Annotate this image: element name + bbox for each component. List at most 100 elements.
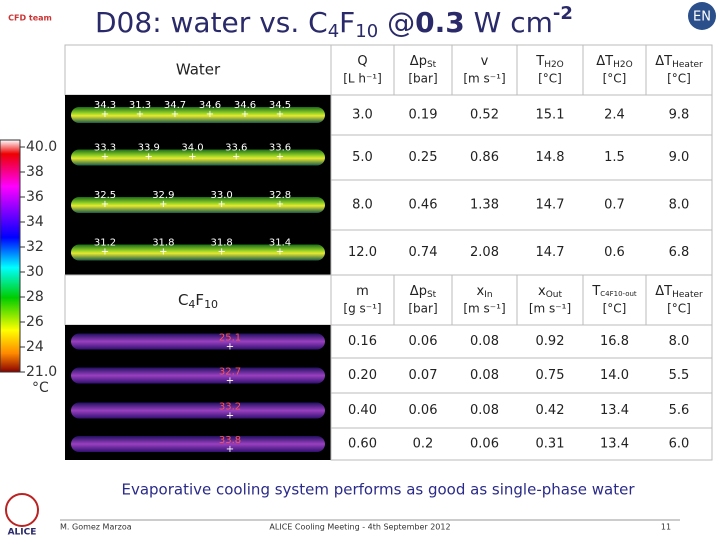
data-cell: 0.52 <box>470 108 499 123</box>
data-cell: 14.7 <box>536 198 565 213</box>
temp-cross: + <box>241 109 249 120</box>
data-cell: 9.0 <box>669 150 690 165</box>
data-cell: 0.08 <box>470 334 499 349</box>
header-symbol: x <box>476 284 484 299</box>
temp-cross: + <box>101 109 109 120</box>
temp-cross: + <box>206 109 214 120</box>
header-symbol: ΔT <box>596 54 613 69</box>
colorbar-label: 36 <box>26 189 44 205</box>
data-cell: 9.8 <box>669 108 690 123</box>
title-part: 10 <box>355 21 378 42</box>
temp-marker: 33.0 <box>211 190 233 201</box>
data-cell: 6.0 <box>669 437 690 452</box>
label-part: 4 <box>188 298 195 311</box>
temp-marker: 32.9 <box>152 190 174 201</box>
header-unit: [°C] <box>603 72 627 86</box>
cell-row <box>330 134 713 181</box>
data-cell: 8.0 <box>669 334 690 349</box>
header-unit: [bar] <box>408 302 437 316</box>
data-cell: 0.06 <box>409 403 438 418</box>
data-cell: 8.0 <box>669 198 690 213</box>
temp-cross: + <box>188 152 196 163</box>
temp-cross: + <box>101 152 109 163</box>
header-cell: ΔTHeater <box>655 284 703 300</box>
section-label: Water <box>176 61 221 79</box>
thermal-strip <box>71 333 325 350</box>
header-symbol: v <box>481 54 489 69</box>
data-cell: 8.0 <box>352 198 373 213</box>
header-symbol: ΔT <box>655 284 672 299</box>
title-part: @ <box>378 6 415 39</box>
cell-row <box>330 179 713 231</box>
temp-cross: + <box>226 444 234 455</box>
table-header <box>64 44 713 96</box>
temp-cross: + <box>276 247 284 258</box>
data-cell: 15.1 <box>536 108 565 123</box>
data-cell: 1.5 <box>604 150 625 165</box>
header-sub: St <box>427 290 437 300</box>
header-symbol: T <box>535 54 544 69</box>
data-cell: 0.31 <box>536 437 565 452</box>
header-sub: C4F10-out <box>600 290 637 298</box>
header-unit: [°C] <box>603 302 627 316</box>
temp-marker: 34.7 <box>164 100 186 111</box>
header-cell: ΔTHeater <box>655 54 703 70</box>
temp-marker: 33.6 <box>269 143 291 154</box>
header-unit: [bar] <box>408 72 437 86</box>
data-cell: 14.0 <box>600 368 629 383</box>
header-unit: [°C] <box>667 302 691 316</box>
temp-marker: 31.4 <box>269 238 291 249</box>
cell-row <box>330 94 713 136</box>
data-cell: 16.8 <box>600 334 629 349</box>
page-number: 11 <box>661 523 671 532</box>
data-cell: 0.60 <box>348 437 377 452</box>
data-cell: 0.07 <box>409 368 438 383</box>
header-symbol: Δp <box>410 54 427 69</box>
label-part: C <box>178 291 188 309</box>
temp-marker: 33.6 <box>225 143 247 154</box>
header-unit: [L h⁻¹] <box>343 72 382 86</box>
thermal-strip <box>71 436 325 452</box>
temp-cross: + <box>217 247 225 258</box>
temp-marker: 33.9 <box>138 143 160 154</box>
data-cell: 0.08 <box>470 403 499 418</box>
section-label: C4F10 <box>178 291 218 312</box>
label-part: F <box>195 291 204 309</box>
colorbar-label: 26 <box>26 314 44 330</box>
header-unit: [°C] <box>667 72 691 86</box>
temp-marker: 31.8 <box>152 238 174 249</box>
thermal-strip <box>71 244 325 261</box>
temp-cross: + <box>171 109 179 120</box>
temp-marker: 33.3 <box>94 143 116 154</box>
temp-marker: 34.3 <box>94 100 116 111</box>
data-cell: 0.86 <box>470 150 499 165</box>
colorbar-label: 28 <box>26 289 44 305</box>
data-cell: 13.4 <box>600 403 629 418</box>
temp-cross: + <box>145 152 153 163</box>
data-cell: 0.20 <box>348 368 377 383</box>
badge: EN <box>693 10 711 25</box>
data-cell: 0.06 <box>409 334 438 349</box>
header-cell: TH2O <box>535 54 564 70</box>
temp-cross: + <box>159 199 167 210</box>
data-cell: 0.92 <box>536 334 565 349</box>
title-part: D08: water vs. C <box>95 6 328 39</box>
data-cell: 0.46 <box>409 198 438 213</box>
title: D08: water vs. C4F10 @0.3 W cm-2 <box>95 3 573 42</box>
data-cell: 0.6 <box>604 245 625 260</box>
data-cell: 0.16 <box>348 334 377 349</box>
header-unit: [m s⁻¹] <box>463 72 505 86</box>
author: M. Gomez Marzoa <box>60 523 132 532</box>
header-symbol: Δp <box>410 284 427 299</box>
thermal-strip <box>71 402 325 419</box>
temp-marker: 32.5 <box>94 190 116 201</box>
temp-marker: 32.7 <box>219 367 241 378</box>
badge-circle <box>688 2 716 30</box>
alice-logo <box>5 493 39 527</box>
temp-cross: + <box>226 411 234 422</box>
header-symbol: ΔT <box>655 54 672 69</box>
thermal-strip <box>71 107 325 123</box>
temp-marker: 31.3 <box>129 100 151 111</box>
data-cell: 5.6 <box>669 403 690 418</box>
